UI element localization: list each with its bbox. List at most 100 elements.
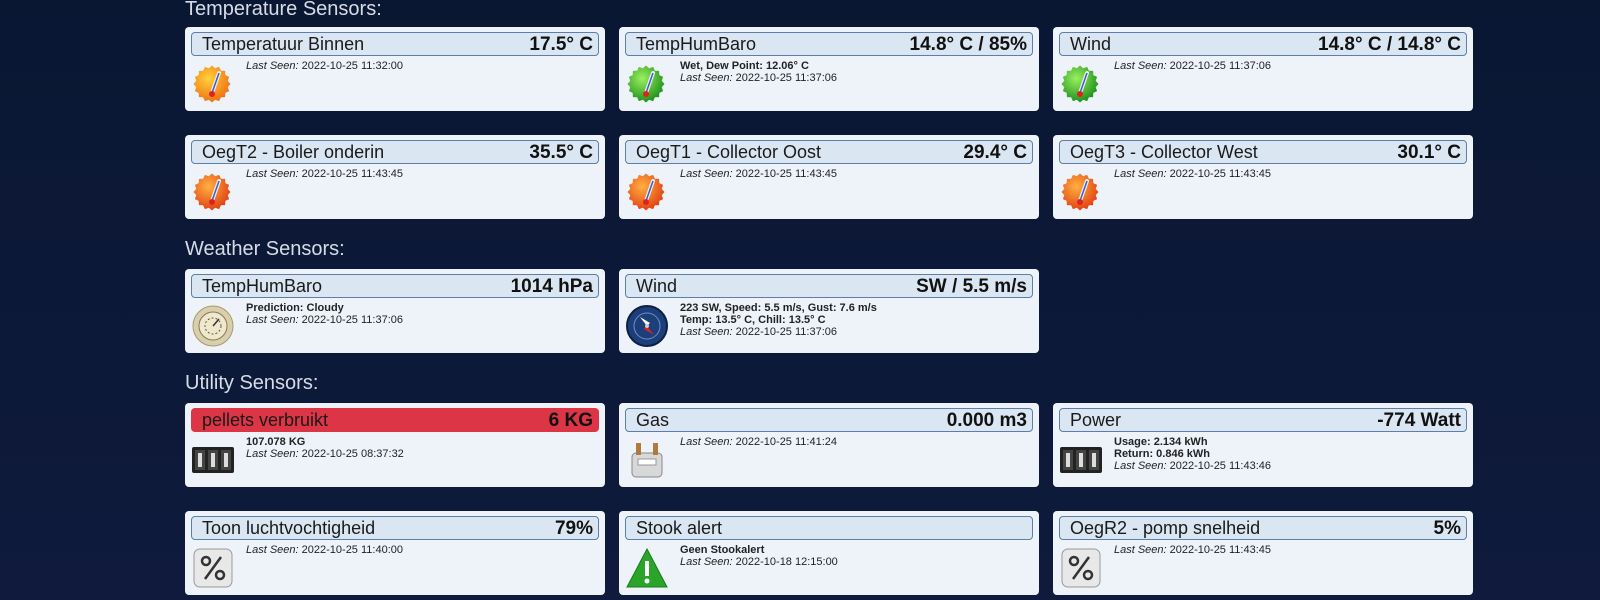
sensor-icon <box>631 443 663 478</box>
sensor-details: Prediction: Cloudy Last Seen: 2022-10-25 … <box>246 302 403 326</box>
sensor-value: 35.5° C <box>529 142 593 163</box>
last-seen: Last Seen: 2022-10-25 11:43:45 <box>1114 544 1271 556</box>
last-seen-date: 2022-10-25 11:43:45 <box>735 168 837 180</box>
last-seen-date: 2022-10-25 11:37:06 <box>1169 60 1271 72</box>
detail-line: Return: 0.846 kWh <box>1114 448 1210 460</box>
sensor-icon <box>627 173 665 211</box>
sensor-details: Usage: 2.134 kWh Return: 0.846 kWh Last Se… <box>1114 436 1271 472</box>
sensor-value: -774 Watt <box>1377 410 1461 431</box>
sensor-details: Last Seen: 2022-10-25 11:43:45 <box>1114 544 1271 556</box>
sensor-name: OegR2 - pomp snelheid <box>1070 518 1261 538</box>
last-seen-label: Last Seen: <box>1114 460 1167 472</box>
sensor-value: 0.000 m3 <box>946 410 1027 431</box>
sensor-card: Gas 0.000 m3 Last Seen: 2022-10-25 11:41:2… <box>619 403 1039 487</box>
card-header: TempHumBaro 1014 hPa <box>191 274 599 298</box>
sensor-icon <box>193 548 233 588</box>
detail-line: Temp: 13.5° C, Chill: 13.5° C <box>680 314 826 326</box>
sensor-name: Power <box>1070 410 1122 430</box>
last-seen-date: 2022-10-25 11:41:24 <box>735 436 837 448</box>
sensor-name: Gas <box>636 410 670 430</box>
sensor-value: 29.4° C <box>963 142 1027 163</box>
card-header: Power -774 Watt <box>1059 408 1467 432</box>
sensor-name: pellets verbruikt <box>202 410 329 430</box>
sensor-card: pellets verbruikt 6 KG 107.078 KG Last Seen… <box>185 403 605 487</box>
last-seen-label: Last Seen: <box>680 556 733 568</box>
card-header: Stook alert <box>625 516 1033 540</box>
sensor-card: Toon luchtvochtigheid 79% Last Seen: 2022-… <box>185 511 605 595</box>
sensor-details: Last Seen: 2022-10-25 11:43:45 <box>246 168 403 180</box>
sensor-card: OegR2 - pomp snelheid 5% Last Seen: 2022-1… <box>1053 511 1473 595</box>
last-seen-date: 2022-10-25 11:37:06 <box>735 72 837 84</box>
card-header: OegT3 - Collector West 30.1° C <box>1059 140 1467 164</box>
last-seen-date: 2022-10-25 11:37:06 <box>735 326 837 338</box>
sensor-details: Wet, Dew Point: 12.06° C Last Seen: 2022-… <box>680 60 837 84</box>
detail-line: Geen Stookalert <box>680 544 765 556</box>
last-seen-label: Last Seen: <box>1114 60 1167 72</box>
last-seen-label: Last Seen: <box>246 448 299 460</box>
last-seen-date: 2022-10-25 11:43:45 <box>301 168 403 180</box>
sensor-card: OegT1 - Collector Oost 29.4° C Last Seen:… <box>619 135 1039 219</box>
section-title: Temperature Sensors: <box>185 0 382 20</box>
sensor-name: OegT2 - Boiler onderin <box>202 142 385 162</box>
sensor-name: Wind <box>636 276 678 296</box>
last-seen-date: 2022-10-25 11:43:45 <box>1169 168 1271 180</box>
last-seen: Last Seen: 2022-10-25 08:37:32 <box>246 448 404 460</box>
sensor-icon <box>626 547 668 588</box>
last-seen-label: Last Seen: <box>680 72 733 84</box>
detail-line: Wet, Dew Point: 12.06° C <box>680 60 809 72</box>
sensor-details: 223 SW, Speed: 5.5 m/s, Gust: 7.6 m/s Tem… <box>680 302 877 338</box>
sensor-icon <box>1061 65 1099 103</box>
sensor-value: 14.8° C / 85% <box>909 34 1027 55</box>
sensor-card: TempHumBaro 1014 hPa Prediction: Cloudy Las… <box>185 269 605 353</box>
sensor-value: 1014 hPa <box>510 276 593 297</box>
sensor-icon <box>192 305 234 347</box>
last-seen: Last Seen: 2022-10-25 11:43:45 <box>246 168 403 180</box>
sensor-details: 107.078 KG Last Seen: 2022-10-25 08:37:32 <box>246 436 404 460</box>
sensor-icon <box>193 173 231 211</box>
section-title: Utility Sensors: <box>185 372 319 394</box>
sensor-name: TempHumBaro <box>636 34 757 54</box>
detail-line: 223 SW, Speed: 5.5 m/s, Gust: 7.6 m/s <box>680 302 877 314</box>
sensor-details: Last Seen: 2022-10-25 11:43:45 <box>1114 168 1271 180</box>
last-seen-date: 2022-10-25 11:43:45 <box>1169 544 1271 556</box>
sensor-icon <box>1061 548 1101 588</box>
card-header: Temperatuur Binnen 17.5° C <box>191 32 599 56</box>
sensor-value: 17.5° C <box>529 34 593 55</box>
sensor-details: Last Seen: 2022-10-25 11:41:24 <box>680 436 837 448</box>
sensor-value: 79% <box>554 518 593 539</box>
sensor-value: 30.1° C <box>1397 142 1461 163</box>
sensor-name: Stook alert <box>636 518 723 538</box>
last-seen: Last Seen: 2022-10-25 11:41:24 <box>680 436 837 448</box>
card-header: Wind SW / 5.5 m/s <box>625 274 1033 298</box>
last-seen: Last Seen: 2022-10-25 11:37:06 <box>1114 60 1271 72</box>
last-seen: Last Seen: 2022-10-18 12:15:00 <box>680 556 838 568</box>
sensor-name: Toon luchtvochtigheid <box>202 518 376 538</box>
sensor-value: 5% <box>1433 518 1461 539</box>
last-seen-date: 2022-10-25 11:40:00 <box>301 544 403 556</box>
detail-line: Usage: 2.134 kWh <box>1114 436 1208 448</box>
last-seen: Last Seen: 2022-10-25 11:43:45 <box>680 168 837 180</box>
last-seen: Last Seen: 2022-10-25 11:32:00 <box>246 60 403 72</box>
sensor-card: TempHumBaro 14.8° C / 85% Wet, Dew Point:… <box>619 27 1039 111</box>
card-header: Wind 14.8° C / 14.8° C <box>1059 32 1467 56</box>
sensor-name: Wind <box>1070 34 1112 54</box>
sensor-value: SW / 5.5 m/s <box>916 276 1027 297</box>
last-seen-date: 2022-10-18 12:15:00 <box>735 556 838 568</box>
sensor-card: Wind SW / 5.5 m/s 223 SW, Speed: 5.5 m/s, … <box>619 269 1039 353</box>
last-seen: Last Seen: 2022-10-25 11:40:00 <box>246 544 403 556</box>
sensor-name: TempHumBaro <box>202 276 323 296</box>
card-header: OegT2 - Boiler onderin 35.5° C <box>191 140 599 164</box>
last-seen-label: Last Seen: <box>680 168 733 180</box>
sensor-icon <box>193 65 231 103</box>
sensor-details: Last Seen: 2022-10-25 11:37:06 <box>1114 60 1271 72</box>
sensor-icon <box>627 65 665 103</box>
last-seen: Last Seen: 2022-10-25 11:43:46 <box>1114 460 1271 472</box>
last-seen: Last Seen: 2022-10-25 11:37:06 <box>680 326 877 338</box>
sensor-name: OegT1 - Collector Oost <box>636 142 822 162</box>
last-seen-label: Last Seen: <box>246 60 299 72</box>
last-seen-date: 2022-10-25 11:37:06 <box>301 314 403 326</box>
detail-line: 107.078 KG <box>246 436 306 448</box>
sensor-icon <box>1060 447 1102 473</box>
card-header: Gas 0.000 m3 <box>625 408 1033 432</box>
